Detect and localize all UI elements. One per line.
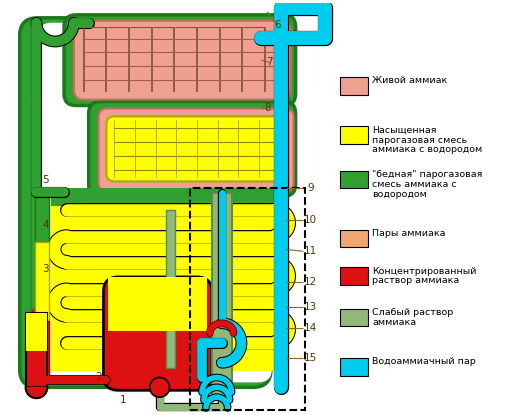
- Text: Слабый раствор: Слабый раствор: [372, 308, 453, 317]
- Bar: [340, 171, 367, 188]
- Bar: [36, 188, 49, 242]
- Text: 9: 9: [306, 183, 313, 193]
- Bar: [165, 210, 175, 368]
- Text: Водоаммиачный пар: Водоаммиачный пар: [372, 357, 475, 366]
- Text: 11: 11: [303, 247, 317, 256]
- FancyBboxPatch shape: [64, 15, 295, 105]
- FancyBboxPatch shape: [98, 108, 293, 191]
- Text: 1: 1: [120, 395, 126, 405]
- FancyBboxPatch shape: [106, 116, 285, 181]
- Bar: [36, 321, 49, 381]
- Polygon shape: [25, 387, 47, 398]
- Polygon shape: [150, 378, 169, 397]
- Bar: [25, 313, 47, 351]
- Text: 6: 6: [274, 20, 280, 30]
- FancyBboxPatch shape: [74, 21, 290, 100]
- Bar: [211, 193, 231, 400]
- Text: 7: 7: [265, 57, 272, 67]
- Text: раствор аммиака: раствор аммиака: [372, 276, 459, 286]
- Text: 8: 8: [264, 103, 271, 113]
- Text: 13: 13: [303, 302, 317, 312]
- Text: Живой аммиак: Живой аммиак: [372, 76, 447, 85]
- Text: 12: 12: [303, 277, 317, 287]
- Bar: [340, 126, 367, 144]
- Text: аммиака с водородом: аммиака с водородом: [372, 145, 482, 154]
- Bar: [51, 188, 277, 371]
- Bar: [25, 313, 47, 387]
- Text: 3: 3: [42, 264, 48, 274]
- Text: Концентрированный: Концентрированный: [372, 266, 476, 276]
- Text: "бедная" парогазовая: "бедная" парогазовая: [372, 170, 482, 179]
- Text: 5: 5: [42, 176, 48, 186]
- FancyBboxPatch shape: [103, 277, 211, 390]
- Bar: [190, 188, 305, 410]
- Bar: [108, 277, 207, 331]
- Bar: [340, 308, 367, 326]
- Text: Пары аммиака: Пары аммиака: [372, 229, 445, 238]
- Text: парогазовая смесь: парогазовая смесь: [372, 136, 467, 144]
- Text: 4: 4: [42, 220, 48, 230]
- Bar: [36, 188, 49, 381]
- Bar: [51, 188, 277, 206]
- Bar: [340, 267, 367, 285]
- Text: Насыщенная: Насыщенная: [372, 126, 436, 134]
- Bar: [340, 358, 367, 376]
- FancyBboxPatch shape: [37, 23, 271, 382]
- Bar: [340, 77, 367, 95]
- FancyBboxPatch shape: [20, 18, 270, 387]
- Text: смесь аммиака с: смесь аммиака с: [372, 180, 456, 189]
- Text: аммиака: аммиака: [372, 318, 416, 327]
- Bar: [340, 229, 367, 247]
- Text: 10: 10: [303, 215, 316, 225]
- Bar: [36, 242, 49, 321]
- Text: 15: 15: [303, 353, 317, 363]
- FancyBboxPatch shape: [89, 102, 295, 196]
- Text: водородом: водородом: [372, 190, 427, 199]
- Text: 14: 14: [303, 323, 317, 333]
- Text: 2: 2: [95, 373, 102, 383]
